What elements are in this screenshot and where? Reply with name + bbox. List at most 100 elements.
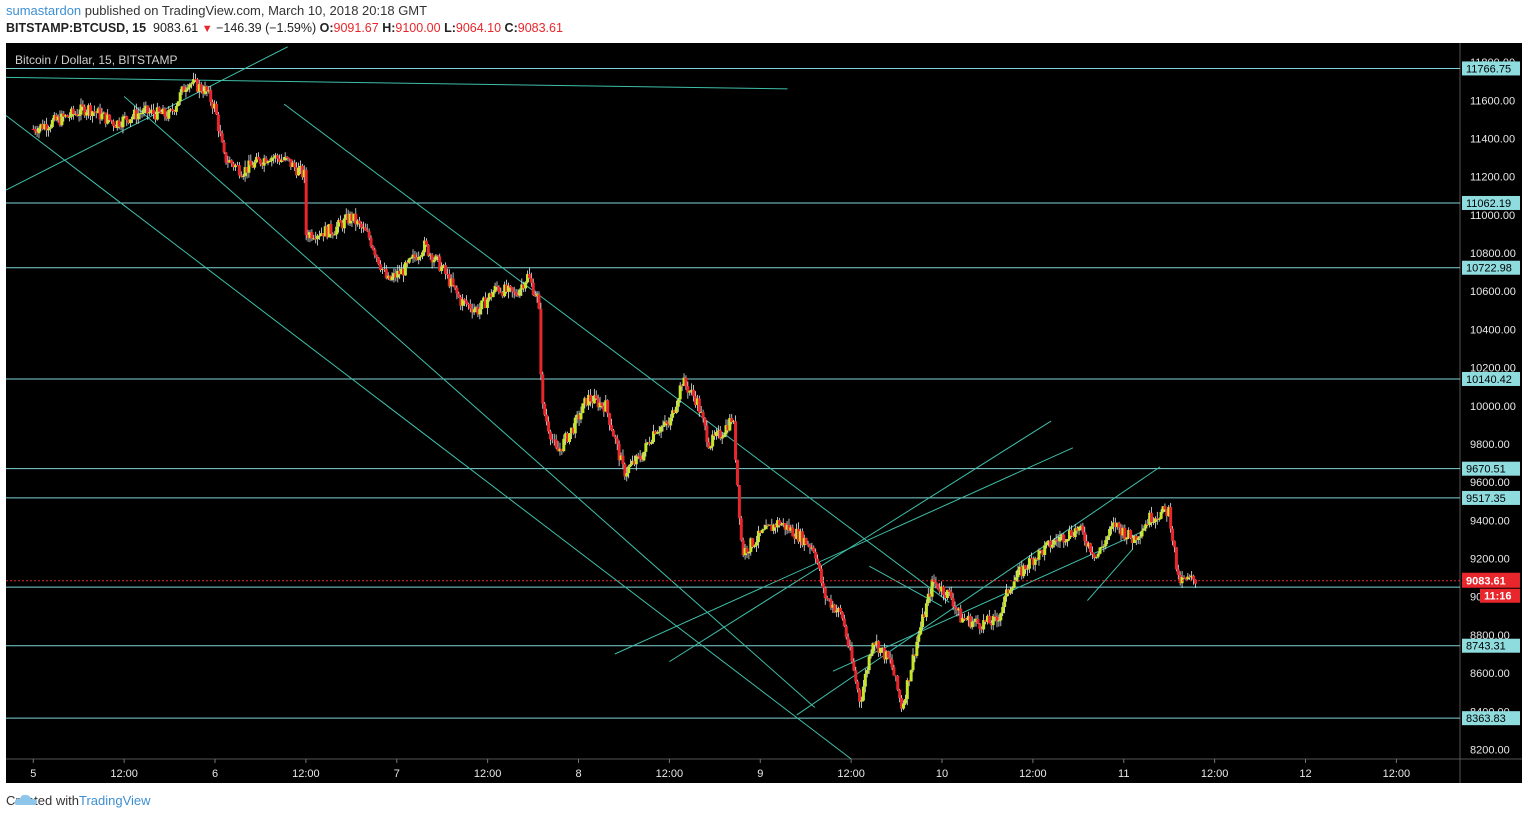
candle-body (985, 615, 989, 622)
x-tick-label: 12:00 (1019, 768, 1047, 780)
candle-body (613, 436, 617, 439)
candle-body (165, 116, 169, 119)
x-tick-label: 5 (30, 768, 36, 780)
candle-body (1081, 525, 1085, 533)
candle-body (564, 433, 568, 439)
candle-body (625, 473, 629, 477)
candle-body (812, 547, 816, 552)
candle-body (905, 680, 909, 700)
candle-body (314, 238, 318, 240)
close-label: C: (504, 21, 518, 35)
candle-body (1190, 575, 1194, 578)
candle-body (382, 269, 386, 271)
candle-body (940, 586, 944, 592)
candle-body (457, 293, 461, 298)
trend-line (6, 115, 852, 760)
candle-body (407, 258, 411, 263)
candle-body (783, 523, 787, 530)
candle-body (734, 421, 738, 460)
candle-body (529, 278, 533, 283)
candle-body (959, 608, 963, 623)
candle-body (978, 623, 982, 629)
candle-body (180, 86, 184, 93)
candle-body (468, 304, 472, 309)
candle-body (104, 112, 108, 124)
candle-body (842, 618, 846, 627)
candle-body (1146, 523, 1150, 526)
candle-body (1039, 549, 1043, 551)
chart-area[interactable]: 8200.008400.008600.008800.009000.009200.… (6, 43, 1522, 783)
candle-body (90, 111, 94, 117)
candle-body (890, 659, 894, 668)
candle-body (755, 542, 759, 546)
candle-body (403, 262, 407, 276)
candle-body (665, 421, 669, 424)
candle-body (495, 285, 499, 287)
candle-body (1052, 539, 1056, 545)
candle-body (497, 286, 501, 292)
y-tick-label: 8200.00 (1470, 744, 1510, 756)
candle-body (302, 169, 306, 178)
candle-body (1174, 547, 1178, 570)
candle-body (798, 531, 802, 542)
candle-body (71, 108, 75, 115)
x-tick-label: 12:00 (110, 768, 138, 780)
candle-body (858, 689, 862, 702)
candle-body (1024, 565, 1028, 570)
candle-body (113, 125, 117, 128)
open-value: 9091.67 (333, 21, 379, 35)
candle-body (312, 238, 316, 240)
candle-body (136, 113, 140, 120)
candle-body (375, 255, 379, 258)
candle-body (87, 105, 91, 113)
candle-body (982, 619, 986, 630)
candle-body (1090, 552, 1094, 555)
candle-body (130, 116, 134, 120)
candle-body (1155, 518, 1159, 520)
x-tick-label: 6 (212, 768, 218, 780)
candle-body (535, 294, 539, 297)
candle-body (751, 538, 755, 547)
candle-body (283, 156, 287, 161)
candle-body (684, 377, 688, 387)
candle-body (1180, 577, 1184, 584)
candle-body (171, 109, 175, 111)
candle-body (724, 425, 728, 435)
candle-body (155, 107, 159, 120)
candle-body (75, 113, 79, 116)
candle-body (1108, 528, 1112, 537)
candle-body (172, 110, 176, 112)
candle-body (331, 234, 335, 236)
low-label: L: (444, 21, 456, 35)
tradingview-link[interactable]: TradingView (78, 793, 151, 808)
candle-body (1148, 512, 1152, 526)
candle-body (671, 410, 675, 418)
candle-body (562, 438, 566, 452)
candle-body (669, 417, 673, 426)
candle-body (360, 223, 364, 228)
chart-title: Bitcoin / Dollar, 15, BITSTAMP (15, 53, 178, 67)
candle-body (611, 430, 615, 437)
candle-body (804, 538, 808, 545)
candle-body (1012, 581, 1016, 588)
candle-body (1003, 596, 1007, 608)
author-link[interactable]: sumastardon (6, 3, 82, 18)
candle-body (1071, 535, 1075, 538)
candle-body (285, 156, 289, 159)
candle-body (434, 255, 438, 260)
candle-body (390, 276, 394, 281)
candle-body (728, 417, 732, 431)
price-chart[interactable]: 8200.008400.008600.008800.009000.009200.… (6, 43, 1522, 783)
candle-body (1151, 521, 1155, 523)
candle-body (1176, 569, 1180, 575)
candle-body (333, 234, 337, 236)
candle-body (661, 425, 665, 427)
candle-body (222, 142, 226, 153)
candle-body (89, 105, 93, 117)
candle-body (537, 294, 541, 309)
candle-body (214, 103, 218, 115)
candle-body (1085, 541, 1089, 547)
candle-body (903, 699, 907, 704)
candle-body (316, 235, 320, 240)
candle-body (882, 647, 886, 660)
